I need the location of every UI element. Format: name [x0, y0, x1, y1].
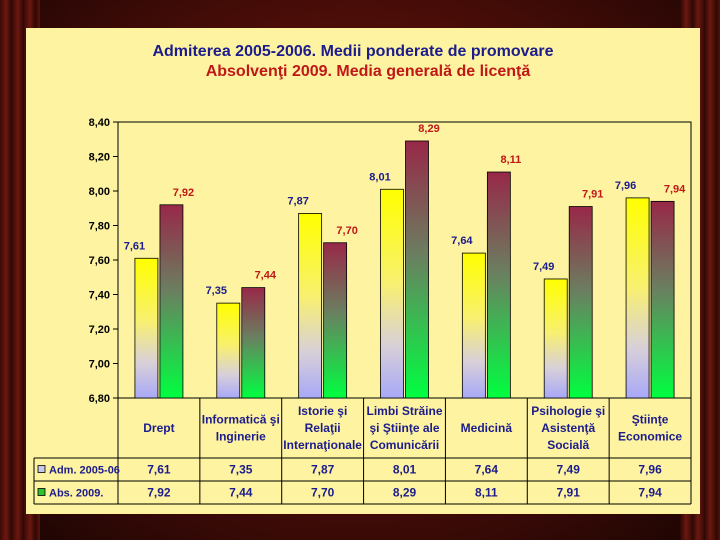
data-label: 7,91: [582, 189, 603, 201]
data-label: 8,11: [500, 154, 521, 166]
data-label: 7,94: [664, 183, 686, 195]
x-category-label: Limbi Străine: [366, 404, 442, 418]
legend-label: Adm. 2005-06: [49, 465, 120, 477]
bar-abs: [405, 140, 429, 399]
data-label: 7,96: [615, 180, 636, 192]
y-tick-label: 6,80: [89, 393, 110, 405]
chart-title: Admiterea 2005-2006. Medii ponderate de …: [152, 43, 554, 60]
bar-adm: [543, 278, 568, 399]
x-category-label: Ştiinţe: [632, 413, 669, 427]
chart-panel: Admiterea 2005-2006. Medii ponderate de …: [26, 28, 700, 514]
x-category-label: şi Ştiinţe ale: [369, 421, 439, 435]
x-category-label: Informatică şi: [202, 413, 280, 427]
data-label: 7,49: [533, 261, 554, 273]
y-tick-label: 7,40: [89, 290, 110, 302]
y-tick-label: 8,00: [89, 186, 110, 198]
y-tick-label: 7,20: [89, 324, 110, 336]
y-tick-label: 7,80: [89, 221, 110, 233]
bar-adm: [216, 302, 241, 399]
x-category-label: Inginerie: [216, 430, 266, 444]
y-tick-label: 8,40: [89, 117, 110, 129]
table-value: 7,44: [229, 486, 253, 500]
bar-abs: [568, 206, 593, 399]
bar-abs: [486, 171, 511, 399]
table-value: 7,35: [229, 463, 253, 477]
table-value: 8,11: [475, 486, 498, 500]
bar-abs: [159, 204, 184, 399]
data-label: 7,61: [124, 240, 145, 252]
bar-adm: [298, 213, 323, 399]
bar-adm: [380, 188, 404, 399]
data-label: 7,87: [287, 195, 308, 207]
bar-chart: 8,40 8,20 8,00 7,80 7,60 7,40 7,20 7,00 6,80 7,61…: [33, 117, 692, 505]
table-value: 7,49: [557, 463, 581, 477]
x-category-label: Socială: [547, 438, 589, 452]
table-value: 8,01: [393, 463, 417, 477]
data-label: 8,29: [418, 123, 439, 135]
x-category-label: Economice: [618, 430, 682, 444]
legend-label: Abs. 2009.: [49, 488, 103, 500]
legend-swatch: [37, 488, 46, 496]
x-category-label: Istorie şi: [298, 404, 347, 418]
plot-frame: [117, 121, 692, 399]
x-category-label: Asistenţă: [541, 421, 595, 435]
bar-abs: [650, 200, 675, 399]
data-label: 7,70: [336, 225, 357, 237]
table-value: 7,96: [638, 463, 662, 477]
chart-subtitle: Absolvenţi 2009. Media generală de licen…: [205, 63, 531, 80]
table-value: 7,94: [638, 486, 662, 500]
bar-adm: [461, 252, 486, 399]
x-category-label: Relaţii: [305, 421, 341, 435]
table-value: 7,87: [311, 463, 335, 477]
chart-titles: Admiterea 2005-2006. Medii ponderate de …: [26, 42, 700, 82]
data-label: 7,44: [255, 270, 277, 282]
table-value: 8,29: [393, 486, 417, 500]
y-tick-label: 7,00: [89, 359, 110, 371]
x-category-label: Comunicării: [370, 438, 439, 452]
bar-adm: [625, 197, 650, 399]
bar-abs: [323, 242, 348, 399]
y-tick-label: 7,60: [89, 255, 110, 267]
data-label: 8,01: [369, 171, 390, 183]
y-tick-label: 8,20: [89, 152, 110, 164]
data-label: 7,35: [206, 285, 227, 297]
data-label: 7,64: [451, 235, 473, 247]
bar-adm: [134, 257, 159, 399]
legend-swatch: [37, 465, 46, 473]
x-category-label: Psihologie şi: [531, 404, 605, 418]
data-label: 7,92: [173, 187, 194, 199]
table-value: 7,61: [147, 463, 171, 477]
table-value: 7,70: [311, 486, 335, 500]
table-value: 7,92: [147, 486, 171, 500]
x-category-label: Drept: [143, 421, 174, 435]
x-category-label: Internaţionale: [283, 438, 362, 452]
table-value: 7,91: [557, 486, 581, 500]
bar-abs: [241, 287, 266, 399]
table-value: 7,64: [475, 463, 499, 477]
x-category-label: Medicină: [461, 421, 513, 435]
